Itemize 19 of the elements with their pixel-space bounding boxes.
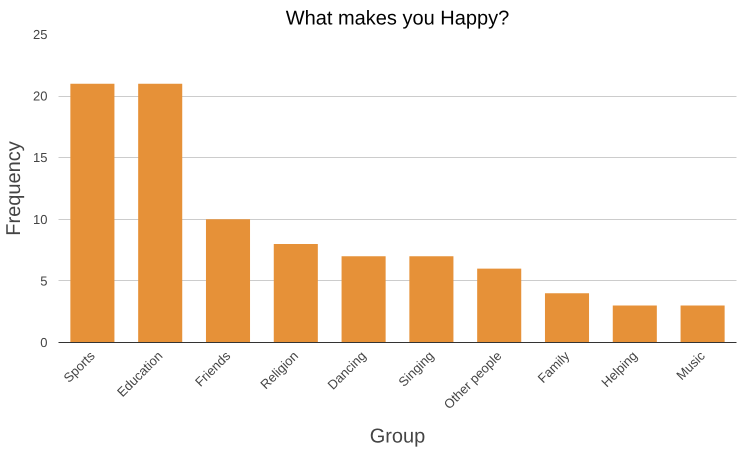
y-tick-label: 20 [33,88,48,104]
bar [612,306,657,342]
bar [477,268,522,342]
bar [206,219,250,342]
bar [409,256,454,342]
y-tick-label: 5 [40,273,48,288]
bar [680,306,725,342]
bar [274,244,318,342]
y-tick-label: 15 [33,150,48,166]
bar [138,84,182,342]
y-axis-title: Frequency [3,141,26,236]
bar [342,256,386,342]
bar [544,293,590,342]
chart-title: What makes you Happy? [286,8,510,30]
x-axis-title: Group [370,425,426,448]
y-tick-label: 0 [40,335,48,350]
bar [70,84,114,342]
y-tick-label: 25 [33,27,48,42]
y-tick-label: 10 [33,212,48,227]
